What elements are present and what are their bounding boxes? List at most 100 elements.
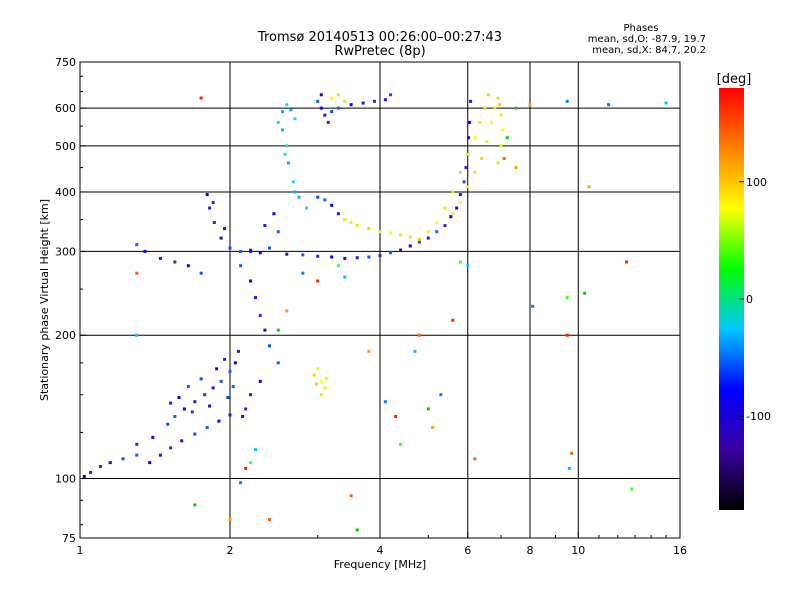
point-x xyxy=(473,170,477,174)
point-o xyxy=(249,249,253,253)
point-o xyxy=(462,180,466,184)
point-other xyxy=(514,166,518,170)
point-o xyxy=(373,99,377,103)
point-x xyxy=(367,227,371,231)
point-x xyxy=(426,230,430,234)
point-x xyxy=(490,120,494,124)
point-x xyxy=(443,206,447,210)
point-o xyxy=(276,230,280,234)
y-tick-label: 400 xyxy=(55,186,76,199)
point-o xyxy=(233,361,237,365)
point-o xyxy=(169,401,173,405)
x-tick-label: 6 xyxy=(464,544,471,557)
stats-line-x: mean, sd,X: 84.7, 20.2 xyxy=(592,45,706,56)
point-o xyxy=(305,206,309,210)
point-o xyxy=(82,474,86,478)
point-other xyxy=(565,296,569,300)
point-o xyxy=(241,414,245,418)
point-x xyxy=(466,185,470,189)
point-o xyxy=(89,470,93,474)
point-o xyxy=(190,410,194,414)
y-tick-label: 200 xyxy=(55,329,76,342)
point-o xyxy=(244,407,248,411)
point-x xyxy=(336,93,340,97)
point-other xyxy=(458,260,462,264)
point-o xyxy=(361,101,365,105)
point-o xyxy=(464,166,468,170)
point-other xyxy=(439,393,443,397)
point-other xyxy=(301,271,305,275)
point-other xyxy=(285,309,289,313)
point-o xyxy=(219,236,223,240)
point-o xyxy=(426,236,430,240)
point-other xyxy=(502,157,506,161)
point-o xyxy=(173,414,177,418)
point-x xyxy=(319,393,323,397)
point-o xyxy=(135,442,139,446)
point-o xyxy=(297,195,301,199)
y-tick-label: 500 xyxy=(55,140,76,153)
point-other xyxy=(570,451,574,455)
point-o xyxy=(316,254,320,258)
point-o xyxy=(151,435,155,439)
y-tick-label: 600 xyxy=(55,102,76,115)
point-other xyxy=(473,457,477,461)
point-o xyxy=(272,212,276,216)
point-o xyxy=(326,120,330,124)
point-o xyxy=(177,395,181,399)
point-o xyxy=(121,457,125,461)
point-other xyxy=(367,349,371,353)
point-other xyxy=(431,425,435,429)
stats-heading: Phases xyxy=(623,23,658,34)
point-o xyxy=(343,256,347,260)
point-o xyxy=(215,367,219,371)
point-x xyxy=(501,128,505,132)
axis-ticks: 1 2 4 6 8 10 16 75 100 200 300 400 500 600 750 xyxy=(55,56,687,557)
point-o xyxy=(263,224,267,228)
point-o xyxy=(291,180,295,184)
point-o xyxy=(211,386,215,390)
point-o xyxy=(253,296,257,300)
point-x xyxy=(451,190,455,194)
point-o xyxy=(182,407,186,411)
point-o xyxy=(301,253,305,257)
point-x xyxy=(498,103,502,107)
point-other xyxy=(466,264,470,268)
x-tick-label: 4 xyxy=(377,544,384,557)
point-o xyxy=(469,99,473,103)
point-other xyxy=(567,466,571,470)
grid-lines xyxy=(80,62,680,538)
point-x xyxy=(478,120,482,124)
point-o xyxy=(293,117,297,121)
point-other xyxy=(193,503,197,507)
point-o xyxy=(276,361,280,365)
colorbar-tick-label: -100 xyxy=(746,410,771,423)
point-x xyxy=(323,386,327,390)
point-o xyxy=(316,99,320,103)
point-o xyxy=(166,422,170,426)
point-o xyxy=(281,110,285,114)
point-o xyxy=(330,255,334,259)
point-o xyxy=(336,106,340,110)
chart-title: Tromsø 20140513 00:26:00–00:27:43 xyxy=(257,30,502,45)
point-o xyxy=(276,120,280,124)
point-o xyxy=(330,110,334,114)
point-o xyxy=(208,404,212,408)
point-o xyxy=(205,193,209,197)
point-other xyxy=(625,260,629,264)
point-o xyxy=(249,393,253,397)
point-o xyxy=(355,256,359,260)
point-o xyxy=(468,120,472,124)
point-x xyxy=(473,136,477,140)
point-o xyxy=(249,279,253,283)
point-o xyxy=(435,230,439,234)
point-x xyxy=(493,106,497,110)
point-other xyxy=(267,518,271,522)
point-x xyxy=(435,221,439,225)
point-other xyxy=(451,318,455,322)
point-o xyxy=(228,246,232,250)
point-other xyxy=(316,279,320,283)
point-o xyxy=(148,461,152,465)
point-x xyxy=(496,96,500,100)
colorbar-tick-label: 100 xyxy=(746,176,767,189)
